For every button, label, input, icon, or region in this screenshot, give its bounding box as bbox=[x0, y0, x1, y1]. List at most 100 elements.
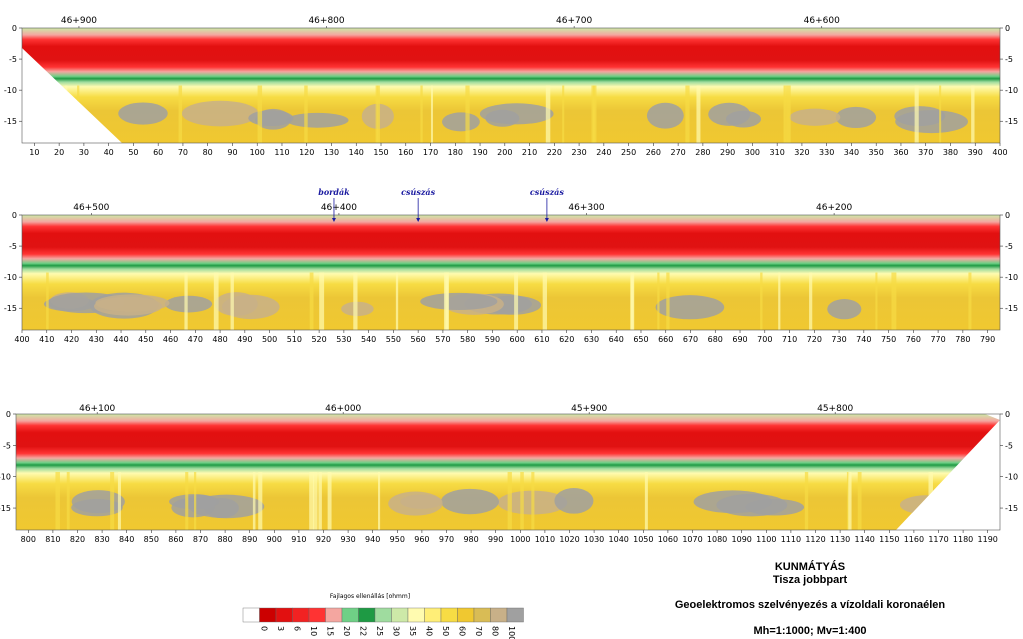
y-tick-label: 0 bbox=[1005, 211, 1010, 220]
resistivity-streak bbox=[875, 272, 878, 330]
resistivity-streak bbox=[318, 472, 322, 530]
annotation-arrowhead bbox=[331, 218, 336, 222]
resistivity-streak bbox=[378, 472, 381, 530]
resistivity-streak bbox=[309, 472, 315, 530]
x-tick-label: 350 bbox=[869, 148, 884, 157]
resistivity-streak bbox=[971, 85, 975, 143]
high-resistivity-zone bbox=[440, 488, 499, 515]
panel-frame bbox=[15, 413, 1001, 531]
x-tick-label: 40 bbox=[104, 148, 114, 157]
legend-swatch bbox=[374, 607, 392, 623]
high-resistivity-zone bbox=[895, 110, 968, 134]
resistivity-streak bbox=[327, 472, 332, 530]
x-tick-label: 1040 bbox=[609, 535, 629, 544]
resistivity-streak bbox=[213, 272, 219, 330]
x-tick-label: 90 bbox=[227, 148, 237, 157]
resistivity-streak bbox=[110, 472, 115, 530]
x-tick-label: 1010 bbox=[535, 535, 555, 544]
y-tick-label: -10 bbox=[4, 273, 17, 282]
legend-swatch bbox=[391, 607, 409, 623]
x-tick-label: 770 bbox=[930, 335, 945, 344]
x-tick-label: 150 bbox=[373, 148, 388, 157]
x-tick-label: 540 bbox=[361, 335, 376, 344]
resistivity-streak bbox=[520, 472, 524, 530]
resistivity-streak bbox=[914, 85, 919, 143]
x-tick-label: 1030 bbox=[584, 535, 604, 544]
high-resistivity-zone bbox=[554, 488, 594, 514]
y-tick-label: -15 bbox=[1005, 117, 1018, 126]
x-tick-label: 910 bbox=[291, 535, 306, 544]
x-tick-label: 660 bbox=[658, 335, 673, 344]
resistivity-streak bbox=[66, 472, 70, 530]
x-tick-label: 20 bbox=[54, 148, 64, 157]
resistivity-streak bbox=[531, 472, 535, 530]
x-tick-label: 720 bbox=[807, 335, 822, 344]
x-tick-label: 680 bbox=[708, 335, 723, 344]
x-tick-label: 50 bbox=[128, 148, 138, 157]
y-tick-label: 0 bbox=[1005, 24, 1010, 33]
high-resistivity-zone bbox=[441, 112, 480, 132]
legend-break-label: 30 bbox=[392, 626, 401, 636]
bank-title: Tisza jobbpart bbox=[772, 574, 848, 586]
x-tick-label: 530 bbox=[336, 335, 351, 344]
x-tick-label: 470 bbox=[188, 335, 203, 344]
x-tick-label: 620 bbox=[559, 335, 574, 344]
x-tick-label: 580 bbox=[460, 335, 475, 344]
y-tick-label: 0 bbox=[1005, 410, 1010, 419]
x-tick-label: 710 bbox=[782, 335, 797, 344]
panel-frame bbox=[21, 214, 1001, 331]
x-tick-label: 1060 bbox=[658, 535, 678, 544]
x-tick-label: 400 bbox=[14, 335, 29, 344]
y-tick-label: -15 bbox=[0, 504, 11, 513]
y-tick-label: -5 bbox=[1005, 55, 1013, 64]
legend-swatch bbox=[242, 607, 260, 623]
x-tick-label: 270 bbox=[670, 148, 685, 157]
x-tick-label: 280 bbox=[695, 148, 710, 157]
annotation-arrowhead bbox=[544, 218, 549, 222]
x-tick-label: 110 bbox=[274, 148, 289, 157]
x-tick-label: 1100 bbox=[756, 535, 776, 544]
station-label: 46+800 bbox=[308, 16, 344, 26]
x-tick-label: 180 bbox=[448, 148, 463, 157]
x-tick-label: 450 bbox=[138, 335, 153, 344]
high-resistivity-zone bbox=[827, 299, 862, 320]
station-label: 46+000 bbox=[325, 404, 361, 414]
legend-break-label: 25 bbox=[375, 626, 384, 636]
high-resistivity-zone bbox=[716, 493, 788, 517]
resistivity-streak bbox=[939, 85, 942, 143]
resistivity-streak bbox=[445, 272, 449, 330]
resistivity-streak bbox=[64, 85, 68, 143]
x-tick-label: 700 bbox=[757, 335, 772, 344]
high-resistivity-zone bbox=[400, 494, 443, 509]
x-tick-label: 380 bbox=[943, 148, 958, 157]
legend-swatch bbox=[457, 607, 475, 623]
x-tick-label: 900 bbox=[267, 535, 282, 544]
x-tick-label: 360 bbox=[893, 148, 908, 157]
legend-swatch bbox=[308, 607, 326, 623]
x-tick-label: 880 bbox=[217, 535, 232, 544]
x-tick-label: 890 bbox=[242, 535, 257, 544]
high-resistivity-zone bbox=[899, 495, 953, 515]
resistivity-streak bbox=[117, 472, 121, 530]
x-tick-label: 10 bbox=[29, 148, 39, 157]
annotation-label: bordák bbox=[318, 187, 350, 197]
resistivity-streak bbox=[46, 272, 49, 330]
survey-subtitle: Geoelektromos szelvényezés a vízoldali k… bbox=[674, 599, 946, 611]
resistivity-streak bbox=[545, 85, 551, 143]
color-legend: 0 3 6 10 15 20 22 25 30 35 40 50 60 70 80 100 bbox=[242, 607, 524, 639]
legend-title: Fajlagos ellenállás [ohmm] bbox=[329, 593, 411, 600]
x-tick-label: 930 bbox=[340, 535, 355, 544]
x-tick-label: 560 bbox=[411, 335, 426, 344]
resistivity-streak bbox=[257, 85, 263, 143]
resistivity-streak bbox=[313, 472, 318, 530]
x-tick-label: 950 bbox=[390, 535, 405, 544]
x-tick-label: 1170 bbox=[928, 535, 948, 544]
legend-break-label: 80 bbox=[491, 626, 500, 636]
x-tick-label: 210 bbox=[522, 148, 537, 157]
x-tick-label: 800 bbox=[21, 535, 36, 544]
resistivity-streak bbox=[804, 472, 809, 530]
x-tick-label: 960 bbox=[414, 535, 429, 544]
x-tick-label: 300 bbox=[745, 148, 760, 157]
resistivity-streak bbox=[657, 272, 660, 330]
x-tick-label: 420 bbox=[64, 335, 79, 344]
